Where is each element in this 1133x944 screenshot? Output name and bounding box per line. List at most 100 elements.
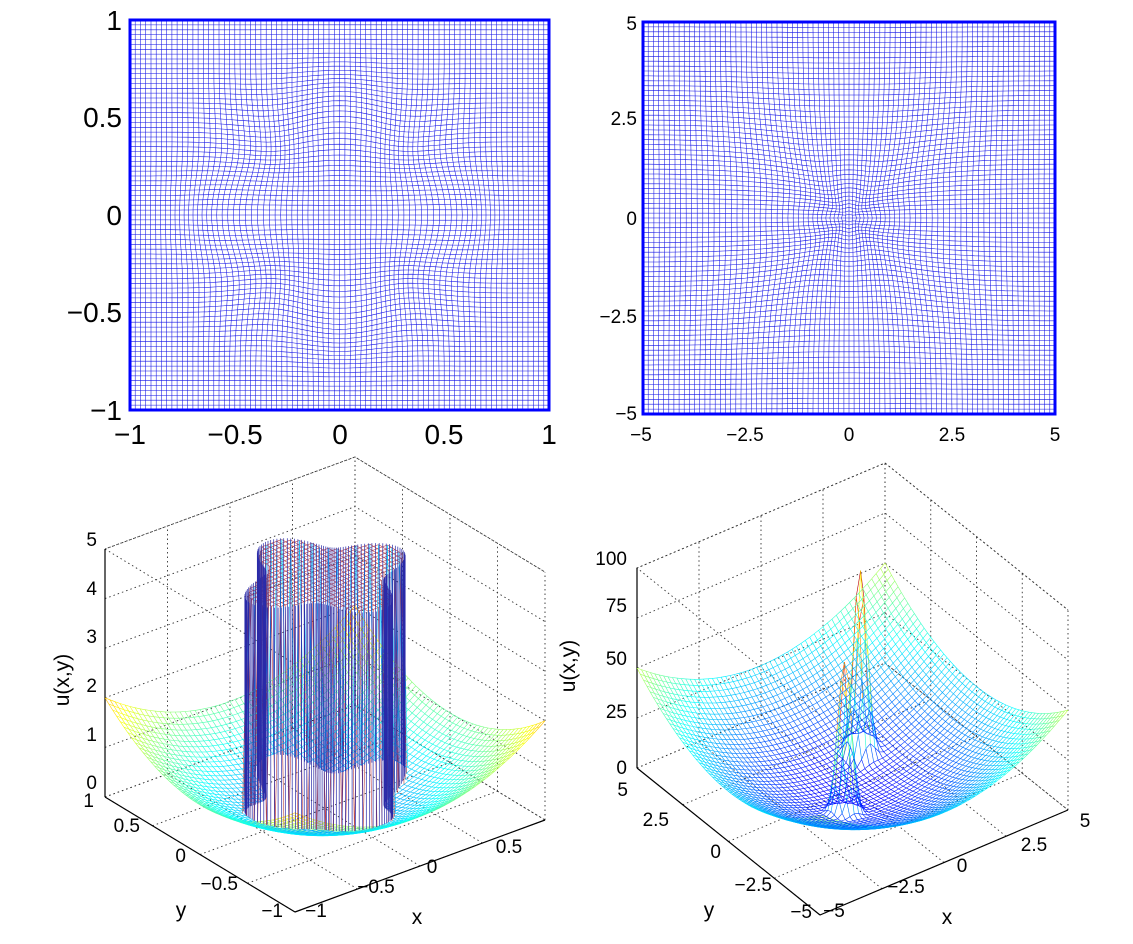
surface-line: [436, 740, 442, 747]
mesh-line: [643, 119, 1055, 129]
surface-line: [209, 734, 215, 740]
surface-line: [455, 779, 461, 784]
surface-line: [518, 736, 524, 743]
surface-line: [127, 732, 132, 738]
surface-line: [443, 796, 448, 799]
surface-line: [179, 774, 184, 779]
surface-line: [233, 819, 240, 822]
surface-line: [530, 727, 537, 734]
surface-line: [407, 739, 413, 745]
surface-line: [405, 721, 412, 727]
surface-line: [410, 817, 415, 820]
surface-line: [183, 788, 189, 791]
surface-line: [108, 703, 113, 711]
surface-line: [158, 754, 164, 760]
surface-line: [299, 695, 305, 702]
surface-line: [378, 573, 383, 577]
surface-line: [182, 746, 187, 752]
surface-line: [165, 767, 170, 772]
surface-line: [257, 801, 263, 803]
surface-line: [493, 761, 499, 767]
surface-line: [465, 755, 471, 762]
surface-line: [271, 541, 277, 544]
surface-line: [236, 787, 242, 793]
mesh-line: [877, 22, 891, 414]
surface-line: [415, 737, 422, 743]
surface-line: [479, 760, 485, 767]
surface-line: [445, 798, 450, 801]
surface-line: [194, 789, 200, 792]
surface-line: [351, 545, 357, 766]
surface-line: [231, 813, 237, 815]
surface-line: [360, 761, 367, 766]
surface-line: [513, 741, 519, 748]
surface-line: [231, 818, 237, 820]
surface-line: [199, 799, 205, 802]
mesh-line: [869, 22, 881, 414]
surface-line: [193, 761, 199, 767]
surface-line: [369, 556, 376, 560]
surface-line: [282, 581, 288, 584]
surface-line: [356, 672, 361, 679]
surface-line: [410, 801, 416, 806]
surface-line: [206, 786, 212, 791]
surface-line: [119, 721, 125, 728]
surface-line: [284, 589, 289, 593]
surface-line: [201, 804, 207, 807]
surface-line: [184, 786, 190, 789]
surface-line: [422, 811, 427, 813]
mesh-line: [1017, 22, 1020, 414]
surface-line: [169, 734, 175, 741]
surface-line: [187, 791, 193, 795]
surface-line: [472, 773, 478, 779]
box-gridline: [104, 506, 546, 622]
surface-line: [414, 718, 421, 725]
surface-line: [414, 689, 420, 696]
surface-line: [261, 824, 267, 826]
surface-line: [440, 710, 447, 717]
surface-line: [129, 725, 135, 732]
surface-line: [230, 774, 236, 776]
mesh-line: [643, 178, 1055, 191]
surface-line: [341, 831, 346, 833]
surface-line: [198, 716, 203, 723]
surface-line: [207, 808, 213, 812]
mesh-line: [937, 22, 948, 414]
surface-line: [332, 831, 337, 833]
surface-line: [231, 770, 236, 775]
surface-line: [428, 736, 435, 743]
surface-line: [193, 717, 198, 724]
surface-line: [445, 774, 451, 780]
surface-line: [195, 787, 200, 792]
surface-line: [220, 755, 226, 757]
surface-line: [239, 726, 245, 733]
surface-line: [248, 819, 254, 821]
surface-line: [213, 761, 219, 767]
surface-line: [180, 755, 185, 761]
surface-line: [229, 806, 235, 809]
surface-line: [201, 751, 206, 758]
surface-line: [412, 758, 418, 764]
surface-line: [175, 754, 180, 760]
surface-line: [195, 796, 202, 799]
surface-line: [464, 774, 470, 780]
surface-line: [123, 709, 128, 716]
surface-line: [315, 830, 321, 832]
surface-line: [190, 756, 195, 762]
surface-line: [460, 774, 466, 780]
surface-line: [450, 792, 457, 797]
mesh-line: [439, 20, 452, 410]
surface-line: [223, 808, 228, 812]
surface-line: [445, 757, 451, 764]
surface-line: [301, 593, 307, 596]
surface-line: [356, 572, 362, 576]
surface-line: [190, 786, 195, 791]
surface-line: [440, 747, 445, 750]
surface-line: [407, 818, 412, 820]
surface-line: [319, 828, 324, 831]
x-tick: 0: [844, 425, 855, 446]
surface-line: [219, 805, 224, 809]
mesh-line: [506, 20, 509, 410]
surface-line: [374, 828, 379, 830]
surface-line: [322, 552, 328, 555]
